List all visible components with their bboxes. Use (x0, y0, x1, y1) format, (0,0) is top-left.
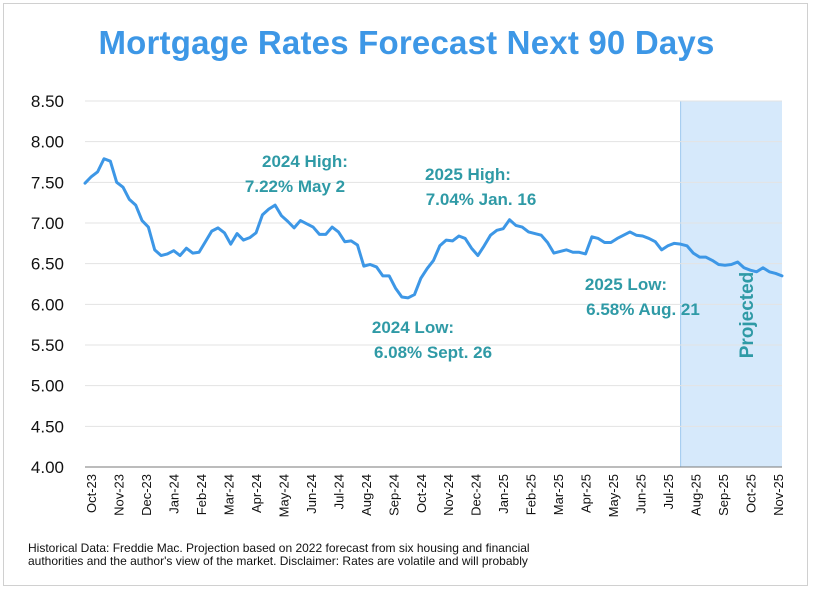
x-tick-label: Jan-25 (496, 474, 511, 514)
x-tick-label: Aug-25 (689, 474, 704, 516)
y-tick-label: 8.00 (31, 133, 64, 152)
annotation-2024-low-line1: 2024 Low: (372, 318, 454, 337)
x-tick-label: Jun-24 (304, 474, 319, 514)
x-tick-label: Dec-23 (139, 474, 154, 516)
x-tick-label: Mar-25 (551, 474, 566, 515)
x-tick-label: Oct-23 (84, 474, 99, 513)
x-tick-label: Aug-24 (359, 474, 374, 516)
annotation-2024-low-line2: 6.08% Sept. 26 (374, 343, 492, 362)
y-tick-label: 7.00 (31, 214, 64, 233)
x-tick-label: Feb-25 (524, 474, 539, 515)
mortgage-rate-line (83, 157, 784, 300)
x-tick-label: Dec-24 (469, 474, 484, 516)
x-tick-label: Nov-25 (771, 474, 786, 516)
annotation-2025-low-line2: 6.58% Aug. 21 (586, 300, 700, 319)
annotation-2025-low-line1: 2025 Low: (585, 275, 667, 294)
chart-frame (3, 3, 808, 586)
y-tick-label: 8.50 (31, 92, 64, 111)
x-tick-label: Apr-25 (579, 474, 594, 513)
footnote-line-2: authorities and the author's view of the… (28, 554, 528, 568)
x-tick-label: Jan-24 (166, 474, 181, 514)
y-tick-label: 5.50 (31, 336, 64, 355)
x-tick-label: Jul-24 (331, 474, 346, 509)
projected-label: Projected (737, 272, 758, 359)
projection-shade (680, 101, 782, 467)
footnote: Historical Data: Freddie Mac. Projection… (28, 542, 648, 568)
x-tick-label: May-25 (606, 474, 621, 517)
x-tick-label: Oct-25 (744, 474, 759, 513)
y-tick-label: 4.00 (31, 458, 64, 477)
x-tick-label: Apr-24 (249, 474, 264, 513)
annotation-2025-high-line1: 2025 High: (425, 165, 511, 184)
x-tick-label: Jun-25 (634, 474, 649, 514)
annotation-2025-high-line2: 7.04% Jan. 16 (426, 190, 537, 209)
x-tick-label: Sep-24 (386, 474, 401, 516)
y-tick-label: 6.50 (31, 255, 64, 274)
annotation-2024-high-line1: 2024 High: (262, 152, 348, 171)
x-tick-label: May-24 (276, 474, 291, 517)
x-tick-label: Sep-25 (716, 474, 731, 516)
footnote-line-1: Historical Data: Freddie Mac. Projection… (28, 541, 530, 555)
y-tick-label: 6.00 (31, 295, 64, 314)
x-tick-label: Jul-25 (661, 474, 676, 509)
y-tick-label: 7.50 (31, 173, 64, 192)
annotation-2024-high-line2: 7.22% May 2 (245, 177, 345, 196)
x-tick-label: Oct-24 (414, 474, 429, 513)
x-tick-label: Mar-24 (221, 474, 236, 515)
x-tick-label: Nov-24 (441, 474, 456, 516)
y-tick-label: 4.50 (31, 417, 64, 436)
chart-title: Mortgage Rates Forecast Next 90 Days (98, 24, 715, 61)
y-tick-label: 5.00 (31, 377, 64, 396)
x-tick-label: Nov-23 (111, 474, 126, 516)
x-tick-label: Feb-24 (194, 474, 209, 515)
